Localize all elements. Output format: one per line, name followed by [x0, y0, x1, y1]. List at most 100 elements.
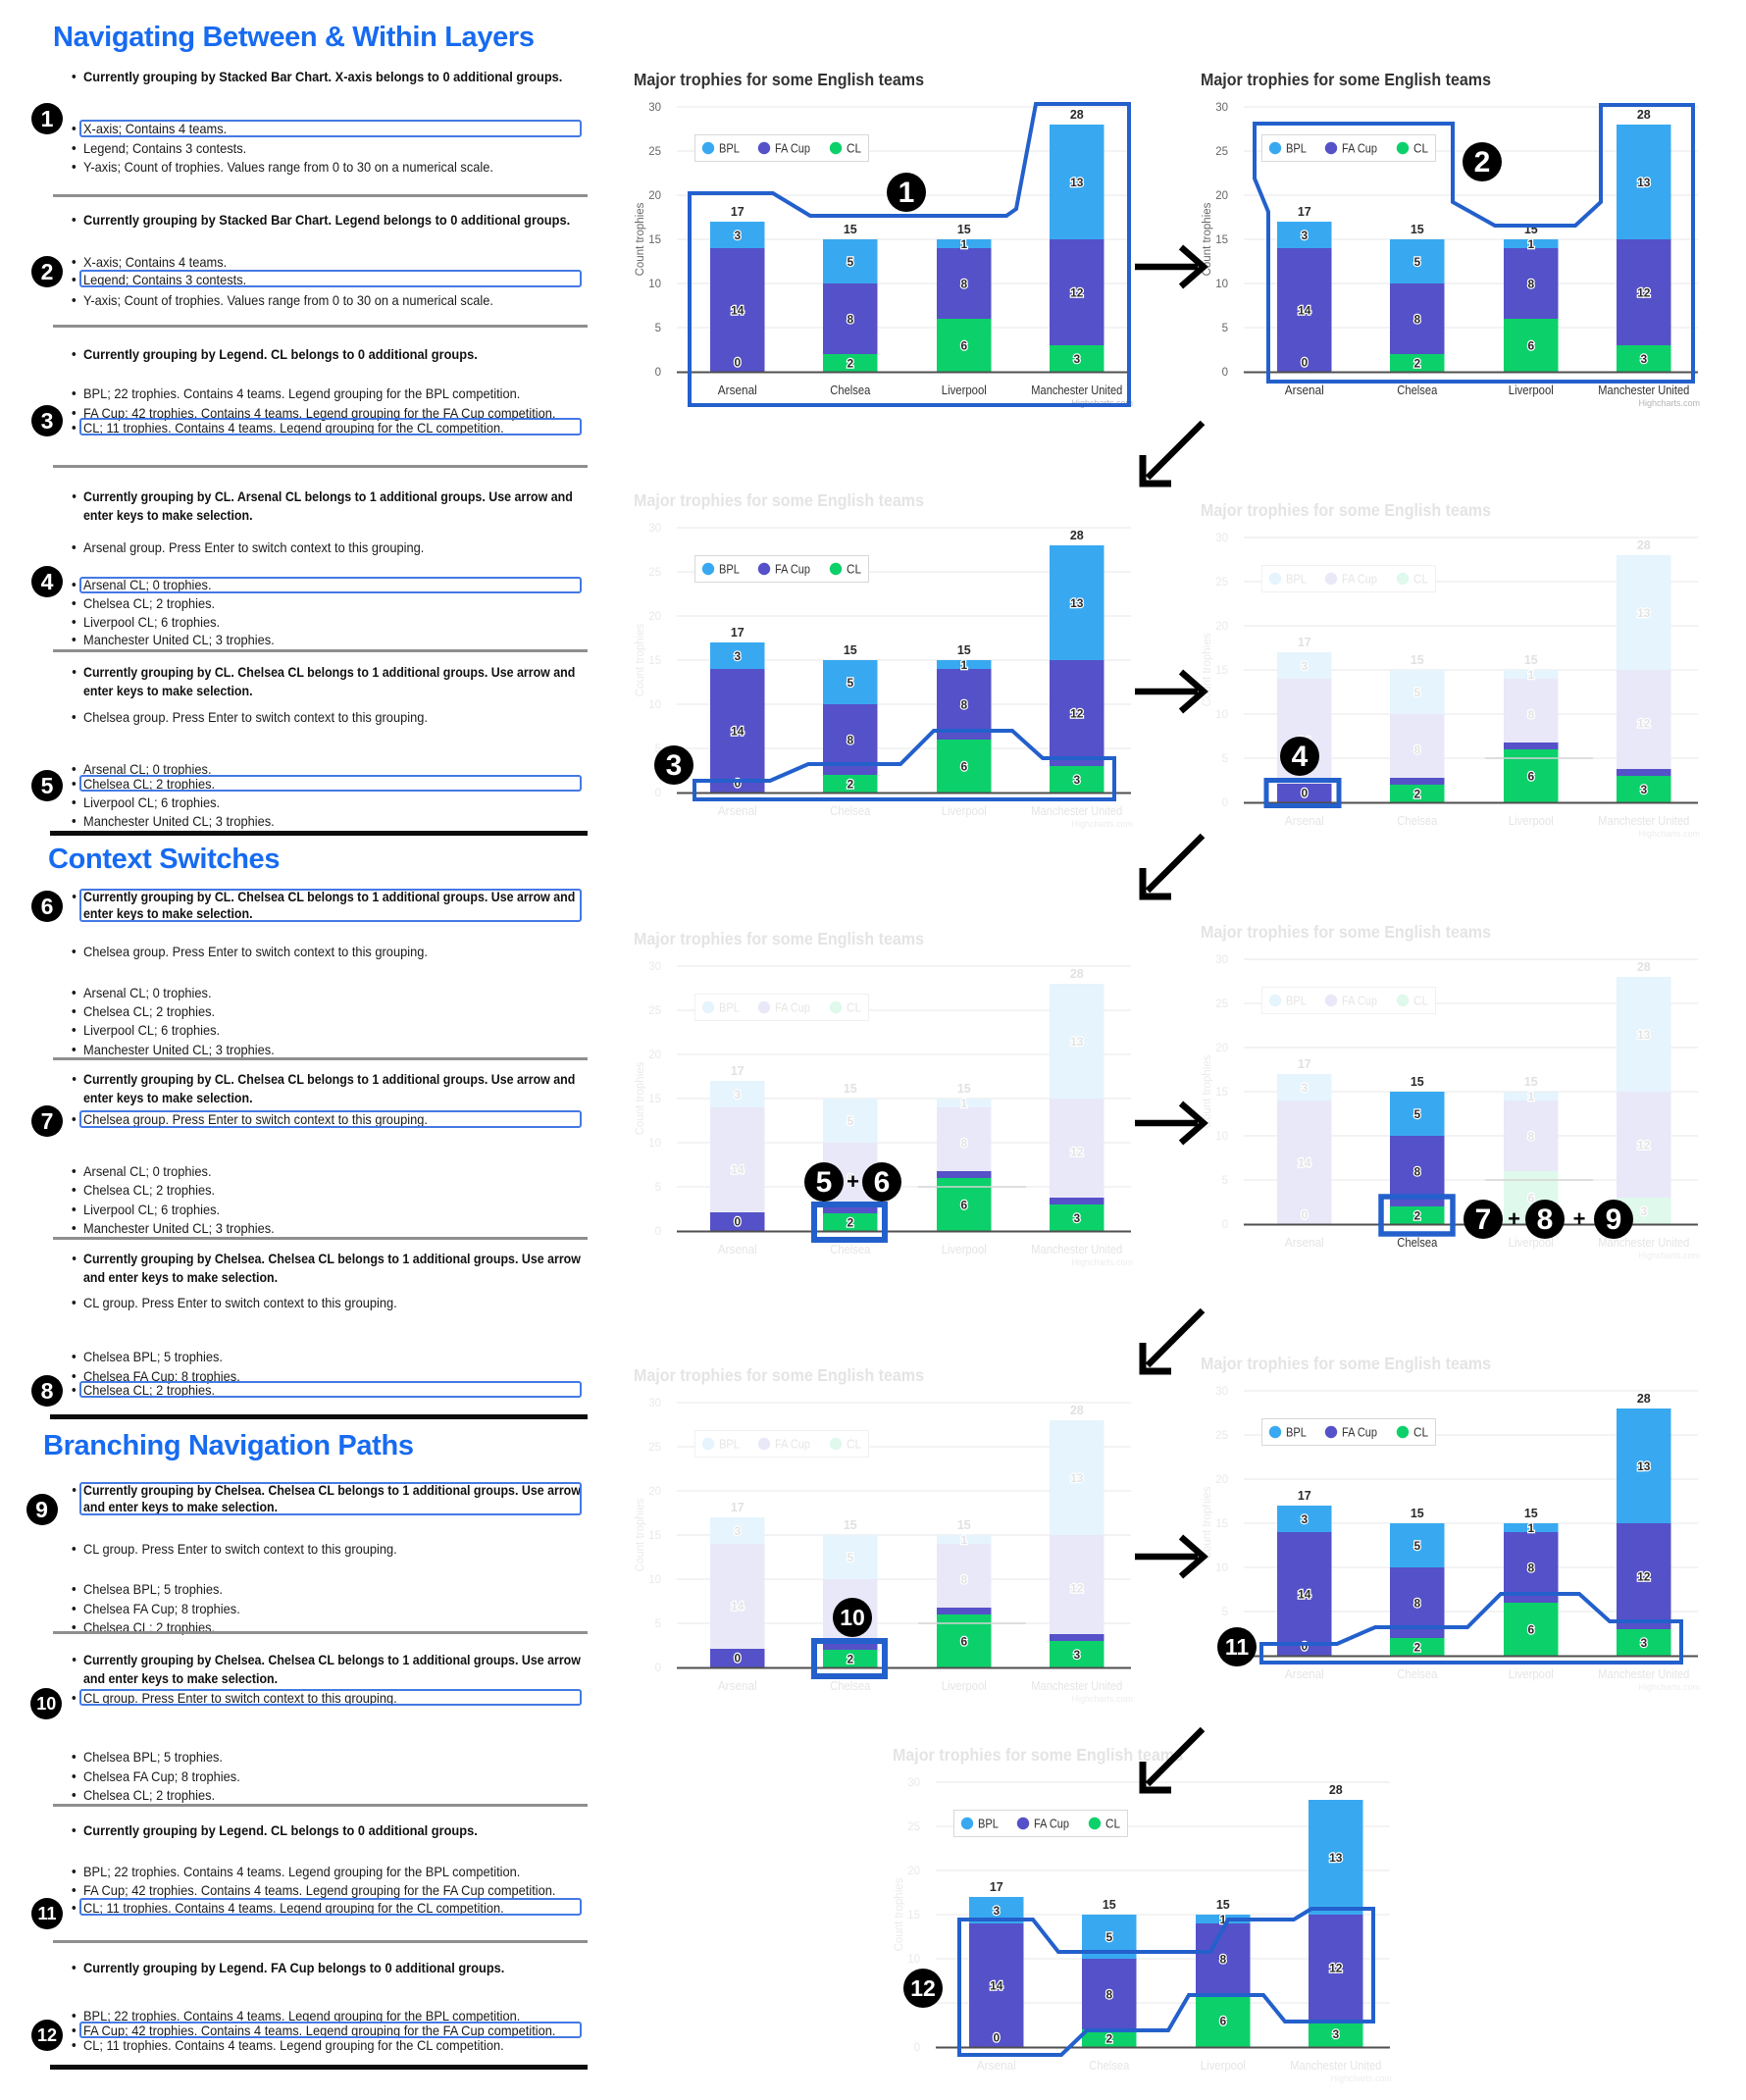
svg-text:5: 5 [847, 1551, 853, 1564]
svg-text:Manchester United: Manchester United [1598, 1236, 1689, 1250]
svg-text:14: 14 [990, 1979, 1003, 1993]
svg-text:2: 2 [1105, 2032, 1112, 2046]
svg-text:10: 10 [1215, 1131, 1228, 1143]
svg-text:30: 30 [1215, 1386, 1228, 1398]
svg-text:3: 3 [666, 749, 683, 782]
svg-text:Liverpool: Liverpool [942, 1243, 987, 1256]
svg-text:15: 15 [1524, 1075, 1538, 1089]
svg-text:25: 25 [648, 1005, 661, 1017]
svg-text:0: 0 [734, 356, 741, 370]
svg-text:Major trophies for some Englis: Major trophies for some English teams [634, 929, 924, 948]
svg-text:15: 15 [1411, 223, 1424, 236]
svg-text:Highcharts.com: Highcharts.com [1330, 2074, 1392, 2083]
svg-text:5: 5 [1222, 323, 1228, 334]
svg-text:15: 15 [1215, 234, 1228, 246]
svg-text:10: 10 [1215, 279, 1228, 290]
svg-text:Arsenal: Arsenal [1285, 1667, 1324, 1681]
svg-text:3: 3 [734, 649, 741, 663]
svg-text:Chelsea: Chelsea [1397, 384, 1437, 397]
svg-text:1: 1 [960, 1097, 967, 1110]
svg-text:3: 3 [1073, 773, 1080, 787]
svg-text:5: 5 [847, 676, 853, 690]
svg-text:15: 15 [1524, 653, 1538, 667]
svg-text:30: 30 [648, 1398, 661, 1409]
svg-text:13: 13 [1070, 1471, 1084, 1485]
svg-text:Count trophies: Count trophies [1202, 202, 1213, 276]
svg-text:2: 2 [847, 1216, 853, 1230]
svg-text:8: 8 [1527, 278, 1534, 291]
svg-text:15: 15 [844, 1518, 857, 1532]
svg-text:Highcharts.com: Highcharts.com [1071, 1257, 1133, 1267]
svg-text:3: 3 [734, 1524, 741, 1538]
svg-text:Arsenal: Arsenal [718, 1243, 757, 1256]
svg-text:3: 3 [734, 1088, 741, 1101]
svg-text:2: 2 [847, 778, 853, 792]
svg-text:17: 17 [731, 1501, 745, 1514]
svg-text:15: 15 [844, 1082, 857, 1096]
svg-text:FA Cup: FA Cup [775, 563, 810, 577]
svg-text:20: 20 [648, 190, 661, 202]
svg-text:0: 0 [734, 1652, 741, 1665]
svg-text:13: 13 [1329, 1851, 1343, 1865]
svg-text:FA Cup: FA Cup [775, 1001, 810, 1015]
svg-text:BPL: BPL [1286, 1426, 1307, 1440]
svg-text:11: 11 [1225, 1634, 1250, 1660]
svg-text:10: 10 [648, 699, 661, 711]
svg-text:0: 0 [734, 777, 741, 791]
svg-text:8: 8 [1527, 1562, 1534, 1575]
svg-text:14: 14 [731, 725, 745, 739]
svg-text:0: 0 [914, 2042, 920, 2054]
svg-text:FA Cup: FA Cup [1342, 1426, 1377, 1440]
svg-text:1: 1 [1219, 1913, 1226, 1926]
svg-text:FA Cup: FA Cup [775, 142, 810, 156]
svg-text:Manchester United: Manchester United [1290, 2059, 1381, 2073]
svg-text:25: 25 [1215, 146, 1228, 158]
svg-text:Liverpool: Liverpool [1509, 1667, 1554, 1681]
svg-text:0: 0 [1301, 787, 1308, 800]
svg-text:15: 15 [648, 655, 661, 667]
svg-text:5: 5 [655, 323, 661, 334]
svg-text:Arsenal: Arsenal [977, 2059, 1016, 2073]
svg-text:Major trophies for some Englis: Major trophies for some English teams [634, 70, 924, 89]
svg-text:Count trophies: Count trophies [635, 202, 646, 276]
svg-text:15: 15 [957, 1518, 971, 1532]
svg-text:Major trophies for some Englis: Major trophies for some English teams [1201, 1354, 1491, 1373]
svg-text:20: 20 [648, 1050, 661, 1061]
svg-text:5: 5 [1105, 1930, 1112, 1944]
svg-text:Arsenal: Arsenal [1285, 384, 1324, 397]
svg-text:0: 0 [993, 2031, 1000, 2045]
svg-text:30: 30 [907, 1777, 920, 1789]
svg-text:17: 17 [731, 205, 745, 219]
svg-text:6: 6 [1527, 339, 1534, 353]
svg-text:2: 2 [1474, 146, 1491, 179]
svg-text:25: 25 [907, 1821, 920, 1833]
svg-text:15: 15 [648, 1530, 661, 1542]
svg-text:+: + [847, 1169, 859, 1194]
svg-text:25: 25 [648, 1442, 661, 1454]
svg-text:28: 28 [1070, 1404, 1084, 1417]
svg-text:Chelsea: Chelsea [1397, 1667, 1437, 1681]
svg-text:CL: CL [847, 1001, 861, 1015]
svg-text:1: 1 [960, 658, 967, 672]
svg-text:5: 5 [1413, 1107, 1420, 1121]
svg-text:17: 17 [1298, 205, 1311, 219]
svg-text:28: 28 [1329, 1783, 1343, 1797]
svg-text:BPL: BPL [719, 1001, 740, 1015]
svg-text:15: 15 [957, 643, 971, 657]
svg-text:8: 8 [1413, 1165, 1420, 1179]
svg-text:7: 7 [1475, 1204, 1492, 1236]
svg-text:8: 8 [1527, 1130, 1534, 1144]
svg-text:30: 30 [1215, 533, 1228, 544]
svg-text:8: 8 [1413, 313, 1420, 327]
svg-text:15: 15 [844, 643, 857, 657]
svg-text:Manchester United: Manchester United [1598, 384, 1689, 397]
svg-text:3: 3 [1301, 659, 1308, 673]
svg-text:1: 1 [960, 1533, 967, 1547]
svg-text:1: 1 [1527, 237, 1534, 251]
svg-text:0: 0 [655, 367, 661, 379]
svg-text:3: 3 [1640, 352, 1647, 366]
svg-text:12: 12 [1637, 717, 1651, 731]
svg-text:15: 15 [1411, 1075, 1424, 1089]
svg-text:5: 5 [655, 1182, 661, 1194]
svg-text:CL: CL [1413, 995, 1428, 1008]
